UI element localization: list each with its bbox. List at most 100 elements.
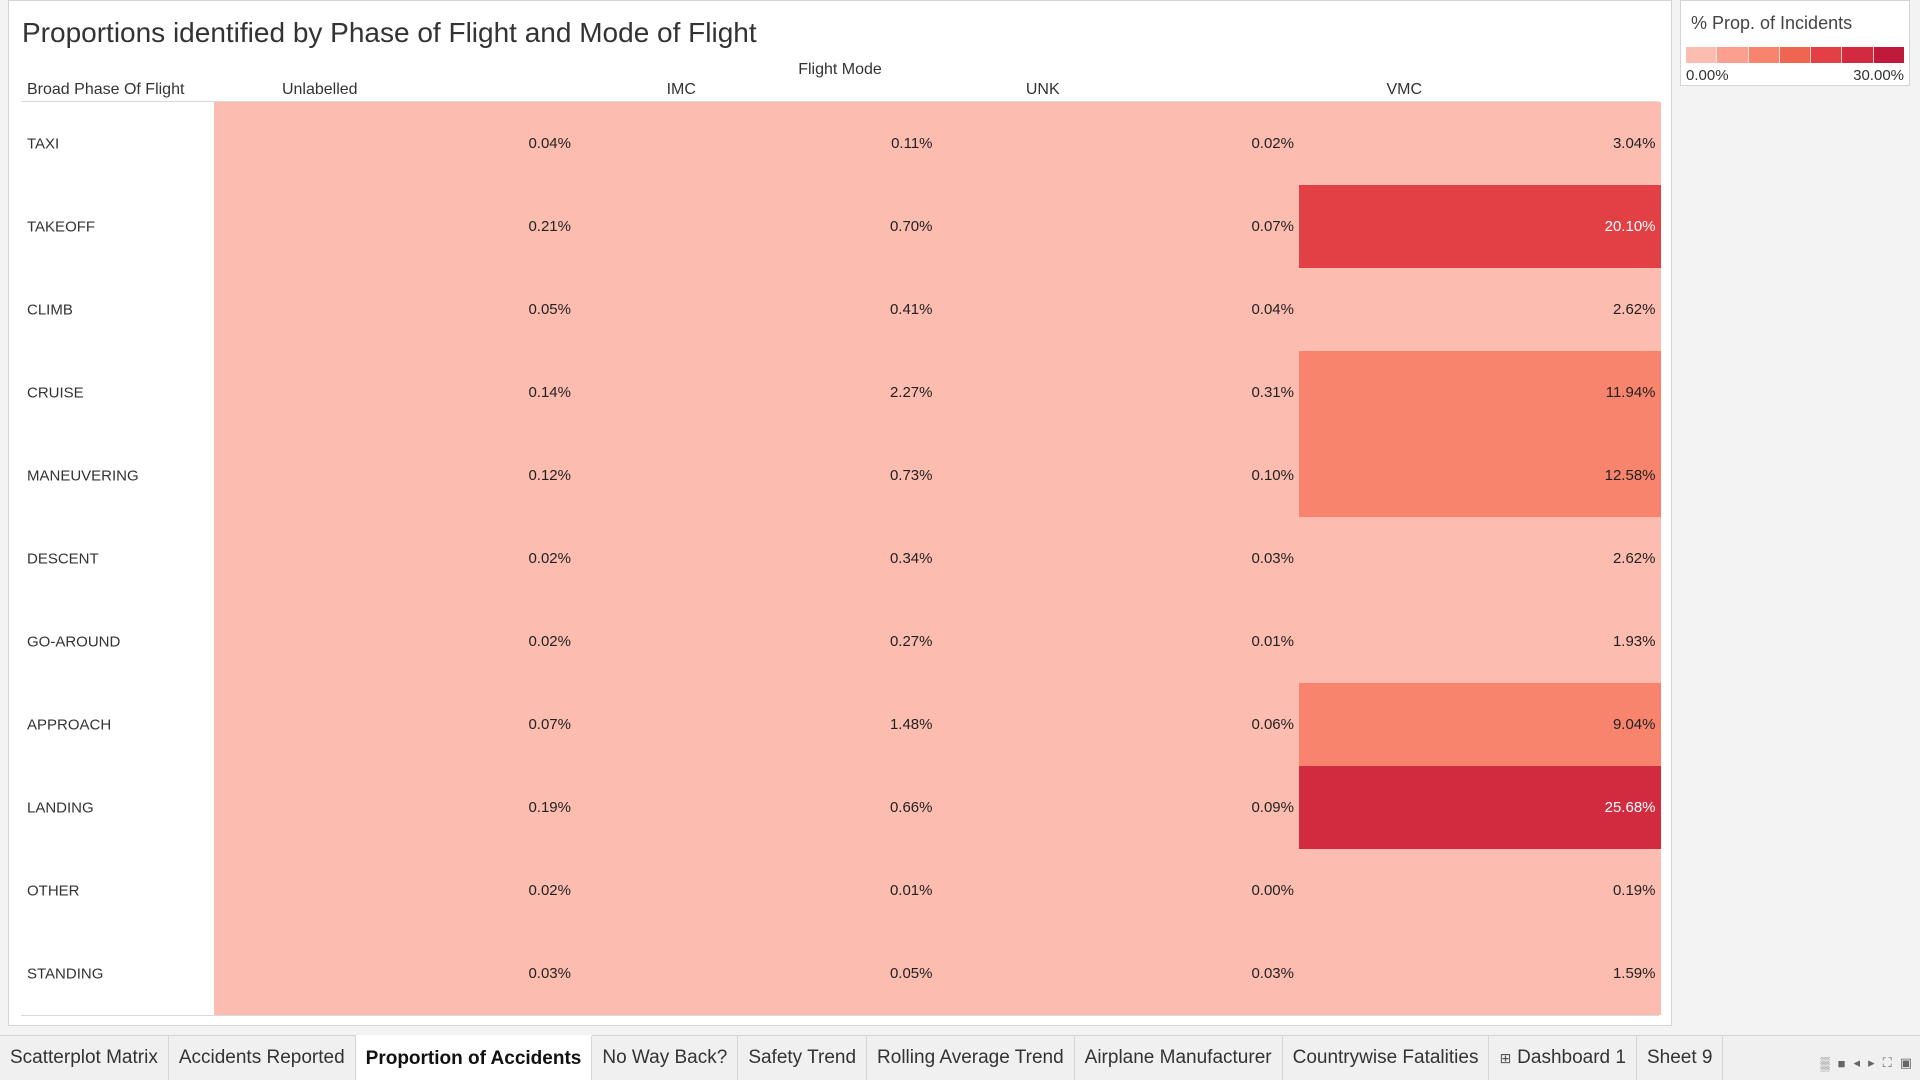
cell-value-label: 1.59% [1612, 965, 1656, 982]
heatmap-cell[interactable]: 11.94% [1298, 351, 1661, 434]
legend-swatch [1748, 47, 1780, 63]
heatmap-cell[interactable]: 0.09% [937, 766, 1299, 849]
heatmap-cell[interactable]: 3.04% [1298, 102, 1661, 185]
sheet-sorter-icon[interactable]: ▒ [1820, 1055, 1830, 1071]
heatmap-cell[interactable]: 0.12% [214, 434, 576, 517]
heatmap-cell[interactable]: 0.21% [214, 185, 576, 268]
sheet-tab-safety-trend[interactable]: Safety Trend [738, 1036, 868, 1080]
heatmap-cell[interactable]: 0.01% [937, 600, 1299, 683]
heatmap-cell[interactable]: 0.66% [575, 766, 938, 849]
cell-value-label: 0.34% [889, 550, 933, 567]
cell-value-label: 0.19% [528, 799, 571, 816]
header-divider [21, 101, 1659, 102]
cell-value-label: 0.21% [528, 218, 571, 235]
heatmap-cell[interactable]: 0.70% [575, 185, 938, 268]
prev-sheet-icon[interactable]: ◂ [1853, 1055, 1861, 1070]
heatmap-cell[interactable]: 0.11% [575, 102, 938, 185]
heatmap-cell[interactable]: 1.93% [1298, 600, 1661, 683]
heatmap-cell[interactable]: 0.34% [575, 517, 938, 600]
legend-max-label: 30.00% [1853, 67, 1904, 84]
heatmap-cell[interactable]: 0.27% [575, 600, 938, 683]
heatmap-cell[interactable]: 0.41% [575, 268, 938, 351]
heatmap-cell[interactable]: 20.10% [1298, 185, 1661, 268]
heatmap-cell[interactable]: 0.14% [214, 351, 576, 434]
row-label-other[interactable]: OTHER [27, 882, 80, 899]
cell-value-label: 0.05% [889, 965, 933, 982]
fullscreen-icon[interactable]: ⛶ [1882, 1055, 1892, 1070]
heatmap-cell[interactable]: 12.58% [1298, 434, 1661, 517]
sheet-tab-countrywise-fatalities[interactable]: Countrywise Fatalities [1283, 1036, 1490, 1080]
heatmap-cell[interactable]: 0.04% [214, 102, 576, 185]
cell-value-label: 0.05% [528, 301, 571, 318]
heatmap-cell[interactable]: 0.01% [575, 849, 938, 932]
row-label-cruise[interactable]: CRUISE [27, 384, 84, 401]
heatmap-cell[interactable]: 0.04% [937, 268, 1299, 351]
heatmap-cell[interactable]: 0.05% [214, 268, 576, 351]
cell-value-label: 0.07% [528, 716, 571, 733]
next-sheet-icon[interactable]: ▸ [1868, 1055, 1875, 1070]
dashboard-icon: ⊞ [1499, 1049, 1512, 1066]
cell-value-label: 1.48% [889, 716, 933, 733]
heatmap-cell[interactable]: 9.04% [1298, 683, 1661, 766]
sheet-tab-airplane-manufacturer[interactable]: Airplane Manufacturer [1075, 1036, 1283, 1080]
cell-value-label: 25.68% [1604, 799, 1656, 816]
bottom-divider [21, 1015, 1659, 1016]
heatmap-cell[interactable]: 2.27% [575, 351, 938, 434]
row-label-descent[interactable]: DESCENT [27, 550, 99, 567]
color-legend[interactable]: % Prop. of Incidents 0.00% 30.00% [1680, 0, 1910, 86]
heatmap-cell[interactable]: 0.19% [1298, 849, 1661, 932]
sheet-tab-proportion-of-accidents[interactable]: Proportion of Accidents [355, 1035, 593, 1080]
heatmap-cell[interactable]: 0.73% [575, 434, 938, 517]
heatmap-cell[interactable]: 0.03% [937, 517, 1299, 600]
legend-swatch [1686, 47, 1718, 63]
sheet-tab-label: Rolling Average Trend [877, 1047, 1064, 1068]
heatmap-cell[interactable]: 0.02% [214, 517, 576, 600]
heatmap-cell[interactable]: 0.10% [937, 434, 1299, 517]
heatmap-cell[interactable]: 0.05% [575, 932, 938, 1015]
heatmap-cell[interactable]: 1.48% [575, 683, 938, 766]
sheet-tab-strip: Scatterplot Matrix Accidents Reported Prop… [0, 1035, 1920, 1080]
cell-value-label: 0.70% [889, 218, 933, 235]
heatmap-cell[interactable]: 25.68% [1298, 766, 1661, 849]
row-label-standing[interactable]: STANDING [27, 965, 104, 982]
row-label-taxi[interactable]: TAXI [27, 135, 60, 152]
heatmap-cell[interactable]: 0.02% [214, 600, 576, 683]
heatmap-cell[interactable]: 0.07% [937, 185, 1299, 268]
heatmap-cell[interactable]: 0.31% [937, 351, 1299, 434]
sheet-tab-rolling-average-trend[interactable]: Rolling Average Trend [867, 1036, 1075, 1080]
heatmap-cell[interactable]: 1.59% [1298, 932, 1661, 1015]
heatmap-cell[interactable]: 0.06% [937, 683, 1299, 766]
column-header-vmc[interactable]: VMC [1386, 81, 1423, 98]
heatmap-cell[interactable]: 0.19% [214, 766, 576, 849]
column-header-unlabelled[interactable]: Unlabelled [281, 81, 358, 98]
row-label-takeoff[interactable]: TAKEOFF [27, 218, 96, 235]
row-label-approach[interactable]: APPROACH [27, 716, 112, 733]
sheet-tab-no-way-back[interactable]: No Way Back? [592, 1036, 739, 1080]
row-label-go-around[interactable]: GO-AROUND [27, 633, 121, 650]
presentation-icon[interactable]: ▣ [1899, 1055, 1912, 1070]
sheet-tab-scatterplot-matrix[interactable]: Scatterplot Matrix [0, 1036, 169, 1080]
heatmap-cell[interactable]: 0.02% [214, 849, 576, 932]
heatmap-cell[interactable]: 2.62% [1298, 517, 1661, 600]
legend-swatch [1717, 47, 1749, 63]
heatmap-cell[interactable]: 2.62% [1298, 268, 1661, 351]
row-label-climb[interactable]: CLIMB [27, 301, 73, 318]
legend-swatch [1873, 47, 1904, 63]
heatmap-cell[interactable]: 0.03% [214, 932, 576, 1015]
column-header-unk[interactable]: UNK [1025, 81, 1060, 98]
sheet-tab-accidents-reported[interactable]: Accidents Reported [169, 1036, 356, 1080]
heatmap-cell[interactable]: 0.02% [937, 102, 1299, 185]
cell-value-label: 0.01% [889, 882, 933, 899]
sheet-tab-dashboard-1[interactable]: ⊞ Dashboard 1 [1489, 1036, 1637, 1080]
sheet-tab-label: Sheet 9 [1646, 1047, 1713, 1068]
sheet-tab-sheet-9[interactable]: Sheet 9 [1637, 1036, 1724, 1080]
heatmap-cell[interactable]: 0.03% [937, 932, 1299, 1015]
cell-value-label: 2.27% [889, 384, 933, 401]
filmstrip-icon[interactable]: ■ [1837, 1055, 1846, 1071]
row-label-landing[interactable]: LANDING [27, 799, 94, 816]
heatmap-cell[interactable]: 0.00% [937, 849, 1299, 932]
column-header-imc[interactable]: IMC [666, 81, 696, 98]
heatmap-cell[interactable]: 0.07% [214, 683, 576, 766]
sheet-tab-label: Scatterplot Matrix [10, 1047, 158, 1068]
row-label-maneuvering[interactable]: MANEUVERING [27, 467, 139, 484]
